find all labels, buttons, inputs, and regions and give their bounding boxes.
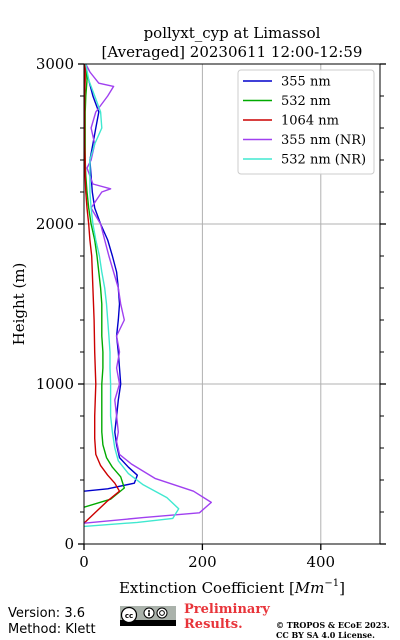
y-axis-label: Height (m)	[10, 263, 28, 346]
copyright-notice: © TROPOS & ECoE 2023. CC BY SA 4.0 Licen…	[276, 620, 390, 640]
x-axis-label-bracket-open: [	[284, 579, 295, 597]
series-line-4	[84, 64, 180, 528]
legend-label: 532 nm	[281, 94, 331, 109]
chart-title: pollyxt_cyp at Limassol	[144, 24, 321, 42]
legend-box	[237, 69, 375, 175]
series-layer	[84, 64, 212, 528]
x-tick-label: 0	[79, 553, 89, 571]
x-axis-label: Extinction Coefficient [Mm−1]	[119, 578, 345, 597]
chart-subtitle: [Averaged] 20230611 12:00-12:59	[102, 43, 363, 61]
x-tick-label: 200	[188, 553, 217, 571]
y-tick-label: 3000	[36, 55, 74, 73]
x-tick-label: 400	[306, 553, 335, 571]
x-axis-label-unit: Mm	[294, 579, 325, 597]
legend-label: 1064 nm	[281, 114, 339, 129]
y-tick-label: 1000	[36, 375, 74, 393]
preliminary-line-1: Preliminary	[184, 602, 270, 617]
svg-text:cc: cc	[125, 612, 133, 620]
plot-frame	[83, 63, 381, 545]
series-line-2	[84, 64, 121, 524]
x-axis-label-unit-exponent: −1	[324, 578, 339, 589]
cc-by-sa-badge-icon: cc	[120, 606, 176, 626]
legend-label: 355 nm	[281, 75, 331, 90]
axis-ticks	[78, 63, 386, 550]
preliminary-line-2: Results.	[184, 617, 243, 632]
tick-labels: 0 200 400 0 1000 2000 3000	[36, 55, 335, 571]
y-tick-label: 0	[64, 535, 74, 553]
copyright-line-1: © TROPOS & ECoE 2023.	[276, 620, 390, 630]
copyright-line-2: CC BY SA 4.0 License.	[276, 630, 375, 640]
x-axis-label-bracket-close: ]	[339, 579, 345, 597]
method-text: Method: Klett	[8, 622, 96, 637]
x-axis-label-text: Extinction Coefficient	[119, 579, 284, 597]
version-text: Version: 3.6	[8, 606, 85, 621]
series-line-0	[84, 64, 138, 492]
extinction-profile-chart: 0 200 400 0 1000 2000 3000 pollyxt_cyp at Lima…	[10, 24, 386, 597]
legend-label: 532 nm (NR)	[281, 153, 366, 168]
legend-label: 355 nm (NR)	[281, 133, 366, 148]
series-line-3	[84, 64, 212, 524]
legend: 355 nm 532 nm 1064 nm 355 nm (NR) 532 nm (NR…	[237, 69, 375, 175]
preliminary-notice: Preliminary Results.	[184, 602, 270, 632]
y-tick-label: 2000	[36, 215, 74, 233]
